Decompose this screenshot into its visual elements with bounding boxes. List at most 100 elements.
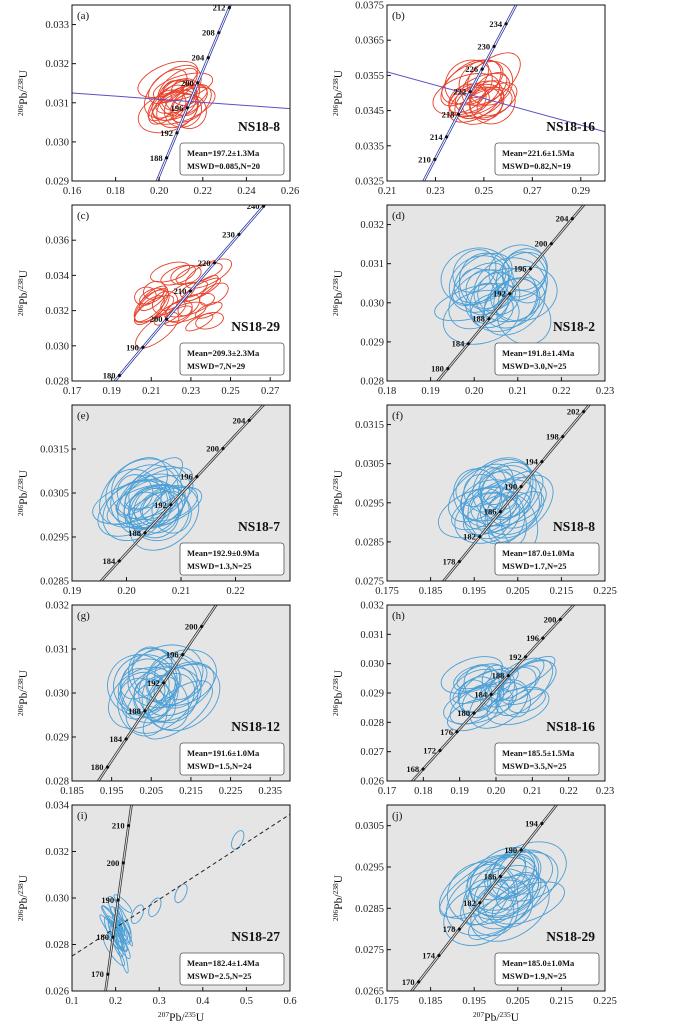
y-tick-label: 0.030	[360, 298, 384, 309]
panel-e: 184 188 192 196 200 204 0.19 0.20 0.21 0.22 0.0285…	[16, 404, 291, 597]
concordia-age-mark	[438, 748, 442, 753]
x-tick-label: 0.6	[283, 996, 296, 1007]
y-tick-label: 0.028	[45, 777, 69, 788]
error-ellipse	[482, 276, 546, 336]
y-tick-label: 0.031	[360, 630, 384, 641]
x-tick-label: 0.25	[221, 386, 239, 397]
concordia-age-mark	[165, 156, 169, 160]
mean-age-text: Mean=182.4±1.4Ma	[187, 958, 260, 968]
concordia-age-label: 196	[171, 103, 184, 113]
error-ellipse	[138, 663, 199, 724]
y-axis-title: 206Pb/238U	[16, 69, 30, 116]
panel-b: 210 214 218 222 226 230 234 0.21 0.23 0.25 0.27 0.2…	[331, 1, 606, 197]
x-tick-label: 0.5	[240, 996, 253, 1007]
y-tick-label: 0.0275	[355, 577, 384, 588]
concordia-age-label: 210	[418, 154, 431, 164]
error-ellipse	[441, 60, 504, 105]
x-tick-label: 0.1	[65, 996, 78, 1007]
x-tick-label: 0.225	[593, 996, 617, 1007]
error-ellipse	[437, 486, 518, 539]
x-tick-label: 0.20	[465, 386, 483, 397]
y-tick-label: 0.030	[45, 137, 69, 148]
x-tick-label: 0.26	[281, 186, 299, 197]
error-ellipse	[179, 280, 208, 299]
concordia-age-mark	[143, 531, 147, 535]
error-ellipse	[448, 255, 510, 313]
concordia-age-label: 212	[213, 3, 226, 13]
concordia-age-label: 192	[160, 128, 173, 138]
concordia-age-mark	[455, 730, 459, 734]
error-ellipse	[451, 491, 508, 531]
concordia-age-mark	[227, 6, 231, 10]
error-ellipse	[150, 261, 191, 283]
y-tick-label: 0.0305	[40, 489, 69, 500]
y-tick-label: 0.028	[360, 718, 384, 729]
error-ellipse	[160, 281, 197, 311]
x-tick-label: 0.27	[261, 386, 279, 397]
concordia-age-label: 192	[509, 652, 522, 662]
panel-letter: (c)	[77, 210, 90, 222]
concordia-age-mark	[111, 935, 115, 939]
x-tick-label: 0.225	[219, 786, 243, 797]
error-ellipse	[444, 59, 493, 106]
error-ellipse	[127, 644, 204, 708]
y-tick-label: 0.026	[360, 777, 384, 788]
concordia-age-label: 180	[96, 932, 109, 942]
sample-name: NS18-27	[231, 929, 280, 944]
concordia-age-mark	[468, 90, 472, 94]
concordia-age-mark	[472, 711, 476, 715]
error-ellipse	[462, 684, 493, 713]
plot-frame	[386, 804, 606, 992]
mean-age-text: Mean=221.6±1.5Ma	[502, 148, 575, 158]
error-ellipse	[129, 484, 190, 542]
y-axis-title: 206Pb/238U	[16, 874, 30, 921]
error-ellipse	[477, 471, 516, 506]
x-tick-label: 0.19	[450, 786, 468, 797]
error-ellipse	[108, 666, 177, 729]
concordia-age-mark	[582, 409, 586, 414]
mean-age-text: Mean=191.6±1.0Ma	[187, 748, 260, 758]
stats-box	[494, 542, 600, 576]
plot-area: 178 182 186 190 194 198 202	[437, 405, 591, 581]
concordia-age-mark	[549, 242, 554, 246]
error-ellipse	[490, 266, 558, 322]
panel-f: 178 182 186 190 194 198 202 0.175 0.185 0.195 0.20…	[331, 404, 617, 597]
error-ellipse	[115, 933, 129, 974]
y-tick-label: 0.0315	[40, 445, 69, 456]
concordia-age-label: 240	[247, 201, 260, 211]
plot-area: 188 192 196 200 204 208 212	[72, 3, 290, 181]
concordia-age-mark	[570, 217, 574, 221]
concordia-age-mark	[480, 67, 484, 71]
y-tick-label: 0.0285	[355, 537, 384, 548]
x-tick-label: 0.195	[462, 586, 486, 597]
concordia-age-label: 178	[443, 924, 456, 934]
concordia-curve-inner	[97, 605, 217, 781]
y-tick-label: 0.0305	[355, 821, 384, 832]
error-ellipse	[463, 474, 502, 513]
error-ellipse	[113, 894, 133, 913]
concordia-age-label: 180	[457, 708, 470, 718]
x-tick-label: 0.18	[378, 386, 396, 397]
y-axis-title: 206Pb/238U	[331, 669, 345, 716]
plot-area: 170 174 178 182 186 190 194	[402, 805, 567, 991]
concordia-age-mark	[143, 709, 147, 713]
sample-name: NS18-16	[546, 119, 595, 134]
y-tick-label: 0.0285	[40, 577, 69, 588]
x-tick-label: 0.205	[506, 586, 530, 597]
error-ellipse	[462, 461, 532, 530]
x-tick-label: 0.21	[509, 386, 527, 397]
y-tick-label: 0.030	[45, 689, 69, 700]
concordia-age-mark	[261, 205, 266, 208]
concordia-age-mark	[164, 317, 169, 321]
concordia-age-mark	[519, 485, 523, 489]
concordia-age-label: 192	[493, 289, 506, 299]
error-ellipse	[107, 654, 170, 716]
y-tick-label: 0.031	[45, 645, 69, 656]
mean-age-text: Mean=197.2±1.3Ma	[187, 148, 260, 158]
concordia-age-label: 194	[525, 457, 539, 467]
concordia-age-mark	[466, 342, 471, 346]
concordia-age-label: 180	[103, 370, 116, 380]
concordia-age-label: 200	[206, 444, 219, 454]
stats-box	[494, 952, 600, 986]
